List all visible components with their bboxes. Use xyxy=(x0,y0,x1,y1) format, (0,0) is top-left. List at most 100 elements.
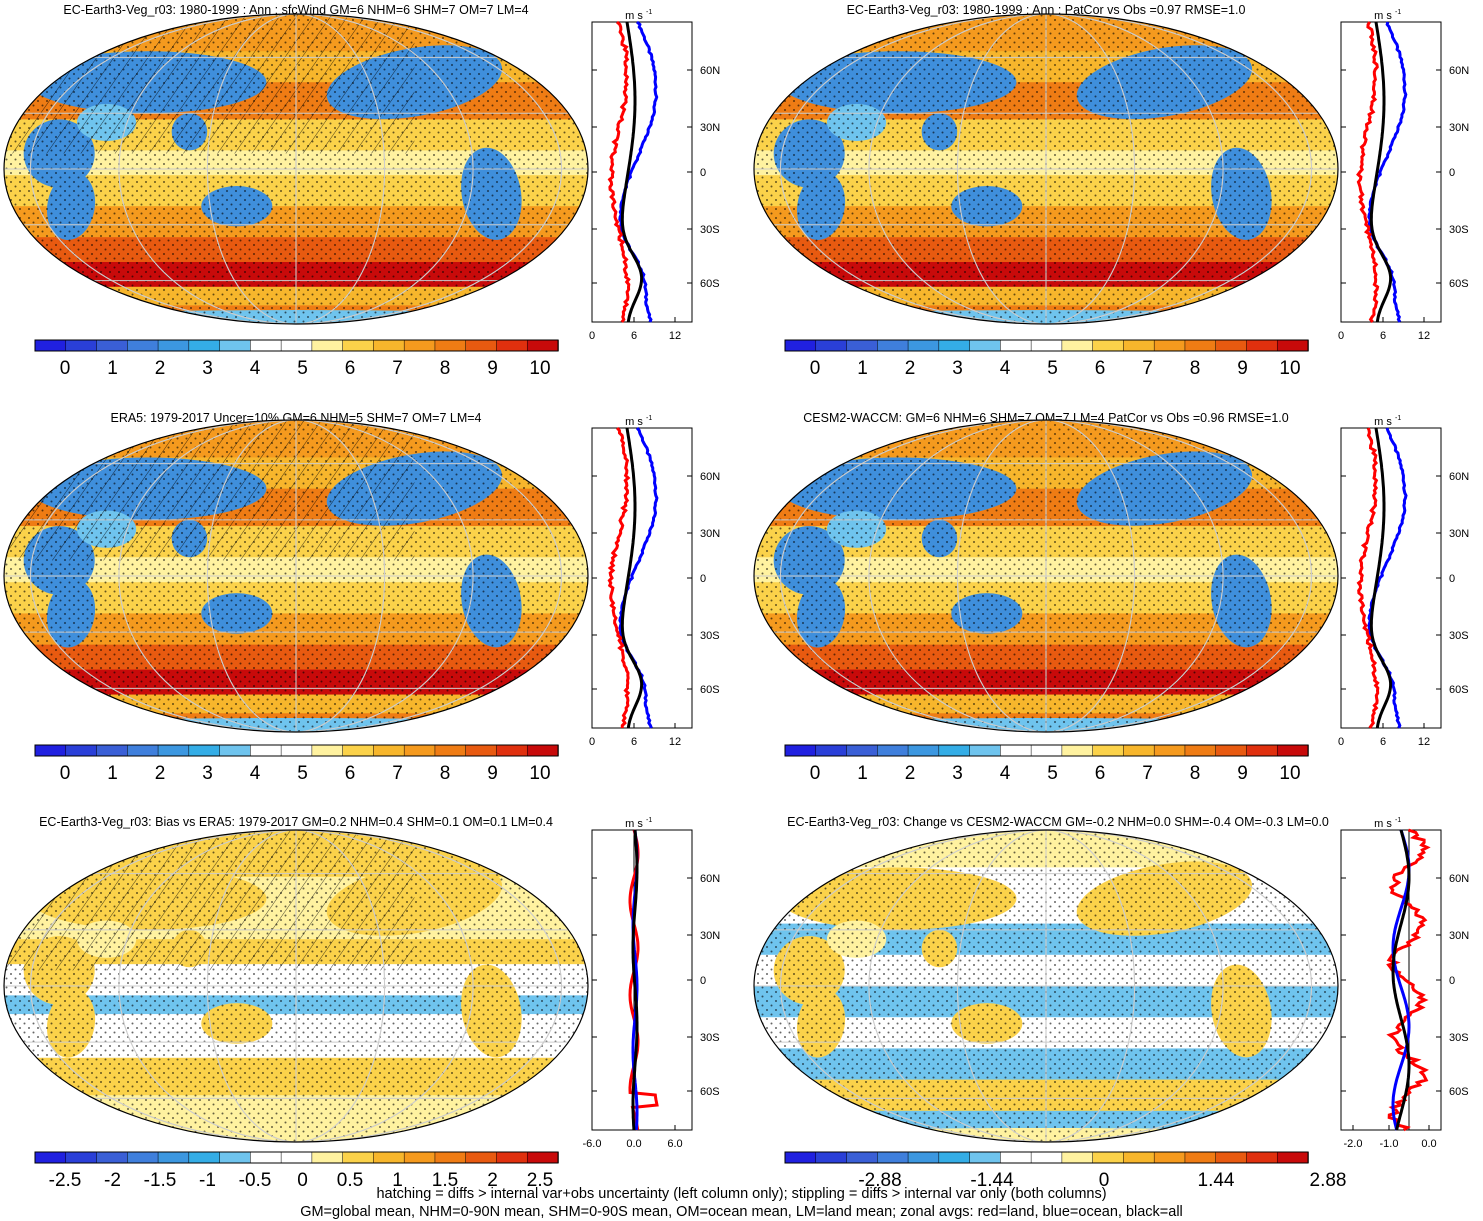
colorbar-swatch xyxy=(1153,744,1186,757)
lat-tick-label: 60N xyxy=(700,471,720,483)
lat-tick-label: 30N xyxy=(1449,930,1469,942)
colorbar-swatch xyxy=(250,744,282,757)
colorbar-swatch xyxy=(1184,339,1217,352)
colorbar-tick-label: -2.88 xyxy=(858,1170,901,1191)
colorbar-tick-label: 5 xyxy=(297,358,308,379)
map-border xyxy=(3,419,589,733)
lat-tick-label: 30S xyxy=(700,224,720,236)
colorbar-swatch xyxy=(1184,1151,1217,1164)
zonal-x-tick-label: -2.0 xyxy=(1344,1138,1363,1150)
colorbar-swatch xyxy=(1276,1151,1309,1164)
colorbar-swatch xyxy=(65,1151,98,1164)
colorbar-swatch xyxy=(373,744,405,757)
colorbar-swatch xyxy=(434,339,467,352)
lat-tick-label: 60S xyxy=(700,1086,720,1098)
colorbar-swatch xyxy=(403,339,436,352)
zonal-all-curve xyxy=(1391,829,1411,1131)
lat-tick-label: 30N xyxy=(700,528,720,540)
colorbar-swatch xyxy=(938,1151,971,1164)
zonal-x-tick-label: 6.0 xyxy=(667,1138,682,1150)
zonal-all-curve xyxy=(620,427,644,729)
colorbar-swatch xyxy=(1000,339,1032,352)
map-panel-1: EC-Earth3-Veg_r03: 1980-1999 : Ann : sfc… xyxy=(3,3,720,379)
colorbar-swatch xyxy=(1061,744,1094,757)
colorbar-swatch xyxy=(969,1151,1002,1164)
colorbar-swatch xyxy=(815,339,848,352)
colorbar-swatch xyxy=(784,1151,817,1164)
colorbar-swatch xyxy=(938,339,971,352)
colorbar-tick-label: 8 xyxy=(1190,763,1201,784)
zonal-land-curve xyxy=(1386,828,1431,1132)
colorbar-tick-label: 3 xyxy=(952,358,963,379)
lat-tick-label: 30S xyxy=(1449,630,1469,642)
zonal-x-tick-label: 6 xyxy=(1380,736,1386,748)
panel-title: EC-Earth3-Veg_r03: 1980-1999 : Ann : sfc… xyxy=(63,3,528,17)
lat-tick-label: 30N xyxy=(700,930,720,942)
colorbar-tick-label: 1.44 xyxy=(1198,1170,1235,1191)
colorbar-tick-label: 2 xyxy=(155,358,166,379)
colorbar-swatch xyxy=(784,744,817,757)
colorbar-swatch xyxy=(877,339,909,352)
colorbar-tick-label: 0 xyxy=(1099,1170,1110,1191)
zonal-ocean-curve xyxy=(1367,21,1408,323)
zonal-mean-panel: m s -1 60N 30N 0 30S 60S -2.0 -1.0 0.0 xyxy=(1340,817,1469,1150)
lat-tick-label: 0 xyxy=(700,573,706,585)
zonal-unit: m s xyxy=(1374,416,1392,428)
zonal-unit-exponent: -1 xyxy=(646,9,652,16)
colorbar-swatch xyxy=(1276,339,1309,352)
colorbar-tick-label: 4 xyxy=(250,358,261,379)
colorbar-swatch xyxy=(1061,339,1094,352)
lat-tick-label: 30S xyxy=(700,630,720,642)
colorbar-swatch xyxy=(434,1151,467,1164)
colorbar-swatch xyxy=(1153,339,1186,352)
zonal-mean-panel: m s -1 60N 30N 0 30S 60S -6.0 0.0 6.0 xyxy=(583,817,721,1150)
colorbar-tick-label: 9 xyxy=(1237,358,1248,379)
colorbar-swatch xyxy=(373,1151,405,1164)
map-panel-5: EC-Earth3-Veg_r03: Bias vs ERA5: 1979-20… xyxy=(3,815,721,1191)
lat-tick-label: 60S xyxy=(700,278,720,290)
colorbar-tick-label: 7 xyxy=(392,358,403,379)
lat-tick-label: 60N xyxy=(700,65,720,77)
colorbar-swatch xyxy=(280,339,313,352)
zonal-land-curve xyxy=(607,20,631,323)
colorbar: 0 1 2 3 4 5 6 7 8 9 10 xyxy=(34,339,559,379)
colorbar-swatch xyxy=(1123,744,1155,757)
colorbar-swatch xyxy=(969,744,1002,757)
colorbar-tick-label: 7 xyxy=(1142,763,1153,784)
zonal-all-curve xyxy=(631,829,639,1131)
colorbar-tick-label: 2 xyxy=(487,1170,498,1191)
colorbar-tick-label: -1 xyxy=(199,1170,216,1191)
colorbar-swatch xyxy=(1215,744,1248,757)
colorbar-swatch xyxy=(1092,339,1125,352)
colorbar-swatch xyxy=(1246,744,1278,757)
lat-tick-label: 30N xyxy=(1449,528,1469,540)
colorbar-swatch xyxy=(907,339,940,352)
colorbar-swatch xyxy=(280,744,313,757)
lat-tick-label: 30N xyxy=(700,122,720,134)
colorbar-tick-label: 2 xyxy=(905,358,916,379)
colorbar-swatch xyxy=(907,744,940,757)
colorbar: -2.88 -1.44 0 1.44 2.88 xyxy=(784,1151,1346,1191)
colorbar-swatch xyxy=(496,744,528,757)
zonal-land-curve xyxy=(1356,427,1380,729)
colorbar-tick-label: -2.5 xyxy=(49,1170,82,1191)
colorbar-tick-label: 1.5 xyxy=(432,1170,458,1191)
zonal-x-tick-label: -1.0 xyxy=(1380,1138,1399,1150)
colorbar-tick-label: 5 xyxy=(1047,358,1058,379)
colorbar-swatch xyxy=(34,339,67,352)
colorbar-swatch xyxy=(96,339,129,352)
zonal-land-curve xyxy=(1356,21,1380,323)
zonal-unit: m s xyxy=(625,10,643,22)
colorbar-swatch xyxy=(342,744,375,757)
map-panel-3: ERA5: 1979-2017 Uncer=10% GM=6 NHM=5 SHM… xyxy=(3,411,720,784)
footer-line-1: hatching = diffs > internal var+obs unce… xyxy=(376,1186,1107,1202)
zonal-unit-exponent: -1 xyxy=(1395,415,1401,422)
colorbar-tick-label: 6 xyxy=(345,763,356,784)
colorbar-swatch xyxy=(877,744,909,757)
lat-tick-label: 60N xyxy=(1449,873,1469,885)
lat-tick-label: 0 xyxy=(700,167,706,179)
colorbar-tick-label: 4 xyxy=(250,763,261,784)
map-border xyxy=(753,13,1339,325)
colorbar-tick-label: 3 xyxy=(952,763,963,784)
colorbar-swatch xyxy=(127,339,159,352)
